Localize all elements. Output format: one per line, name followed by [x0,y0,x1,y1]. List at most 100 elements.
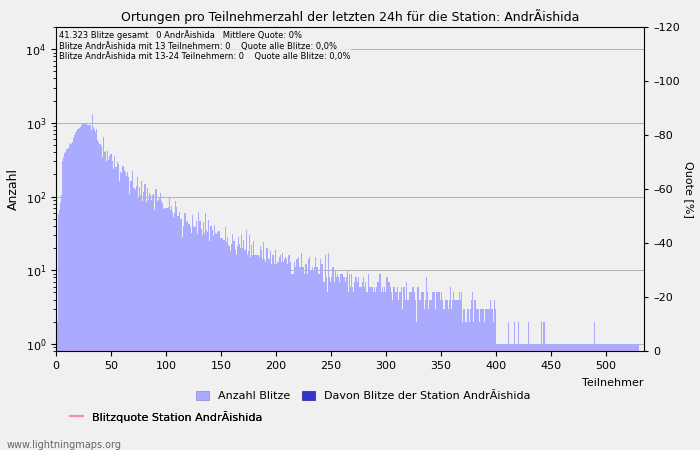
Bar [487,309,489,450]
Bar [618,344,620,450]
Bar [560,344,561,450]
Bar [356,282,358,450]
Bar [637,344,638,450]
Bar [578,344,579,450]
Bar [547,344,548,450]
Bar [304,274,305,450]
Bar [65,152,66,450]
Bar [510,344,512,450]
Bar [90,130,92,450]
Bar [183,226,184,450]
Bar [257,255,258,450]
Bar [599,344,601,450]
Bar [252,255,253,450]
Bar [273,255,274,450]
Bar [244,250,246,450]
Bar [111,161,113,450]
Bar [182,237,183,450]
Bar [526,344,527,450]
Bar [138,198,139,450]
Bar [368,274,369,450]
Bar [153,194,155,450]
Bar [246,255,248,450]
Bar [150,195,151,450]
Bar [452,300,454,450]
Bar [230,252,231,450]
Bar [185,213,186,450]
Bar [603,344,604,450]
Bar [215,233,216,450]
Bar [562,344,564,450]
Bar [152,195,153,450]
Bar [144,184,146,450]
Bar [169,197,170,450]
Bar [163,208,164,450]
Bar [537,344,538,450]
Bar [66,149,67,450]
Bar [333,282,335,450]
Bar [83,123,84,450]
Bar [421,292,423,450]
Bar [582,344,583,450]
Y-axis label: Quote [%]: Quote [%] [684,161,694,217]
Bar [267,259,269,450]
Bar [134,189,136,450]
Bar [208,220,209,450]
Bar [525,344,526,450]
Bar [412,287,414,450]
Bar [506,344,507,450]
Bar [270,252,271,450]
Bar [579,344,580,450]
Bar [456,300,458,450]
Bar [407,300,408,450]
Bar [286,259,288,450]
Bar [64,153,65,450]
Bar [346,270,348,450]
Bar [279,257,280,450]
Bar [338,277,339,450]
Bar [575,344,576,450]
Bar [88,125,90,450]
Bar [542,344,543,450]
Bar [429,300,430,450]
Bar [109,156,111,450]
Bar [272,255,273,450]
Bar [262,259,263,450]
Bar [418,287,419,450]
Bar [253,241,254,450]
Bar [292,274,293,450]
Bar [362,282,363,450]
Bar [606,344,607,450]
Bar [514,322,515,450]
Bar [607,344,608,450]
Bar [129,194,130,450]
Bar [589,344,591,450]
Bar [274,264,275,450]
Bar [481,309,482,450]
Bar [115,166,116,450]
Bar [556,344,558,450]
Bar [392,300,393,450]
Bar [200,229,202,450]
Bar [104,152,105,450]
Bar [85,123,86,450]
Bar [271,264,272,450]
Bar [207,232,208,450]
Bar [127,172,128,450]
Blitzquote Station AndrÃishida [53,348,62,354]
Bar [468,309,469,450]
Bar [529,344,530,450]
Bar [450,287,451,450]
Bar [93,127,94,450]
Bar [256,255,257,450]
Bar [142,201,144,450]
Bar [165,208,167,450]
Bar [573,344,574,450]
Bar [502,344,503,450]
Bar [60,202,61,450]
Bar [349,274,350,450]
Bar [404,287,405,450]
Bar [162,203,163,450]
Bar [610,344,612,450]
Bar [620,344,622,450]
